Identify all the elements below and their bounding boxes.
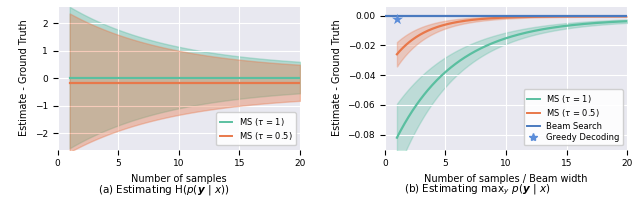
Y-axis label: Estimate - Ground Truth: Estimate - Ground Truth xyxy=(19,20,29,136)
Legend: MS ($\tau$ = 1), MS ($\tau$ = 0.5): MS ($\tau$ = 1), MS ($\tau$ = 0.5) xyxy=(216,112,296,145)
Text: (b) Estimating $\mathrm{max}_y\ p(\boldsymbol{y}\ |\ x)$: (b) Estimating $\mathrm{max}_y\ p(\bolds… xyxy=(404,183,550,197)
Legend: MS ($\tau$ = 1), MS ($\tau$ = 0.5), Beam Search, Greedy Decoding: MS ($\tau$ = 1), MS ($\tau$ = 0.5), Beam… xyxy=(524,89,623,145)
X-axis label: Number of samples: Number of samples xyxy=(131,174,227,184)
Text: (a) Estimating H($p(\boldsymbol{y}\ |\ x)$): (a) Estimating H($p(\boldsymbol{y}\ |\ x… xyxy=(97,183,229,197)
Point xyxy=(392,17,402,20)
Y-axis label: Estimate - Ground Truth: Estimate - Ground Truth xyxy=(332,20,342,136)
X-axis label: Number of samples / Beam width: Number of samples / Beam width xyxy=(424,174,588,184)
